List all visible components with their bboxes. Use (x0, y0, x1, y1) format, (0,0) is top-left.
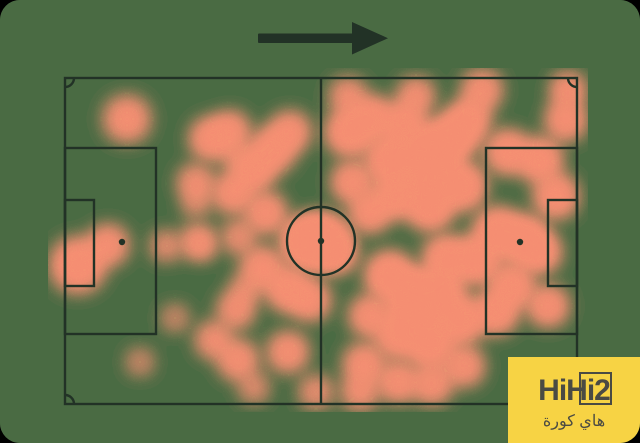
brand-arabic-text: هاي كورة (542, 413, 606, 430)
brand-logo-square-icon (578, 372, 612, 405)
right-arrow-icon (258, 22, 388, 55)
brand-wordmark-text: HiHi2 (538, 374, 611, 407)
brand-logo: HiHi2 هاي كورة (508, 357, 640, 443)
brand-wordmark-container: HiHi2 (536, 372, 612, 408)
